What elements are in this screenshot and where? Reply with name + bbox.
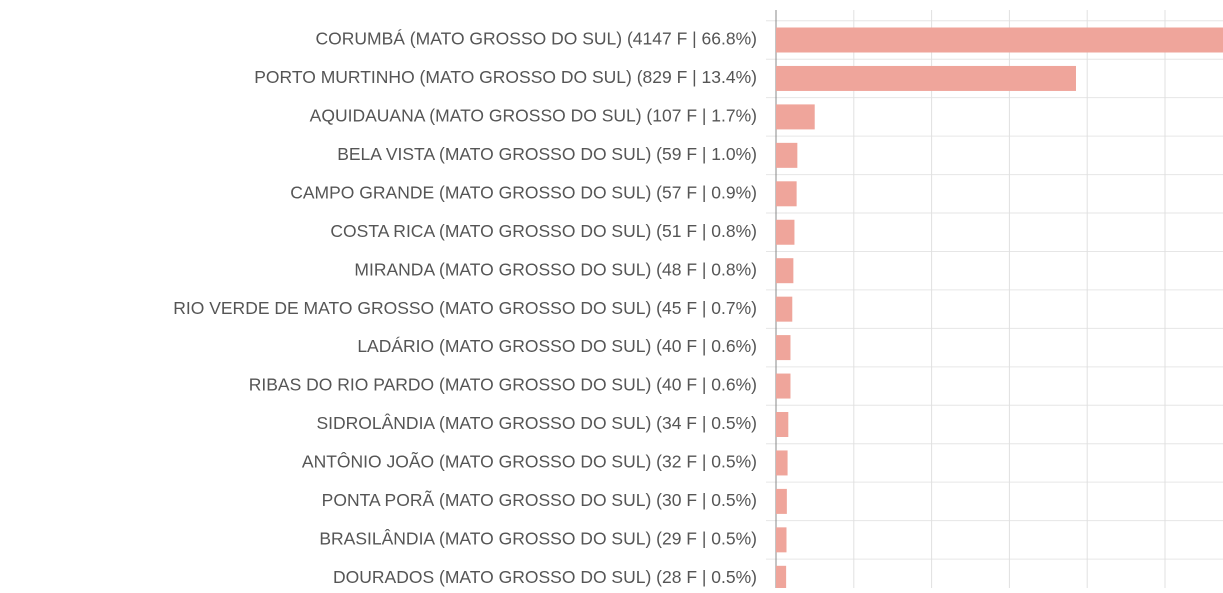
bar (776, 335, 791, 361)
bar (776, 27, 1223, 53)
bar (776, 565, 787, 588)
bar (776, 412, 789, 437)
bar (776, 488, 787, 514)
bars (776, 27, 1223, 588)
bar (776, 219, 795, 245)
y-tick-label: SIDROLÂNDIA (MATO GROSSO DO SUL) (34 F |… (316, 413, 757, 433)
y-tick-label: PONTA PORÃ (MATO GROSSO DO SUL) (30 F | … (322, 489, 757, 510)
y-tick-label: LADÁRIO (MATO GROSSO DO SUL) (40 F | 0.6… (357, 336, 757, 356)
y-tick-label: MIRANDA (MATO GROSSO DO SUL) (48 F | 0.8… (354, 259, 757, 279)
bar (776, 181, 797, 207)
y-tick-label: AQUIDAUANA (MATO GROSSO DO SUL) (107 F |… (310, 106, 757, 126)
bar (776, 142, 798, 168)
labels: CORUMBÁ (MATO GROSSO DO SUL) (4147 F | 6… (173, 29, 757, 587)
bar (776, 65, 1076, 91)
y-tick-label: DOURADOS (MATO GROSSO DO SUL) (28 F | 0.… (333, 567, 757, 587)
bar (776, 373, 791, 399)
y-tick-label: CORUMBÁ (MATO GROSSO DO SUL) (4147 F | 6… (316, 29, 758, 49)
y-tick-label: BRASILÂNDIA (MATO GROSSO DO SUL) (29 F |… (319, 528, 757, 548)
bar (776, 296, 793, 322)
y-tick-label: COSTA RICA (MATO GROSSO DO SUL) (51 F | … (330, 221, 757, 241)
y-tick-label: CAMPO GRANDE (MATO GROSSO DO SUL) (57 F … (290, 182, 757, 202)
y-tick-label: PORTO MURTINHO (MATO GROSSO DO SUL) (829… (254, 67, 757, 87)
y-tick-label: RIO VERDE DE MATO GROSSO (MATO GROSSO DO… (173, 298, 757, 318)
bar (776, 104, 815, 130)
y-tick-label: ANTÔNIO JOÃO (MATO GROSSO DO SUL) (32 F … (302, 451, 757, 472)
bar (776, 258, 794, 284)
y-tick-label: RIBAS DO RIO PARDO (MATO GROSSO DO SUL) … (249, 375, 757, 395)
bar (776, 527, 787, 553)
y-tick-label: BELA VISTA (MATO GROSSO DO SUL) (59 F | … (337, 144, 757, 164)
bar (776, 450, 788, 476)
grid (766, 10, 1223, 588)
